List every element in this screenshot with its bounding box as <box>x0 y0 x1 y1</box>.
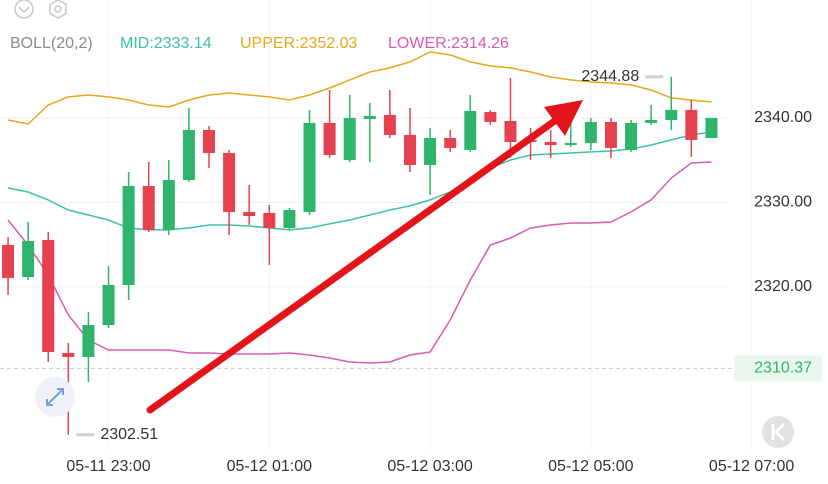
candle-body <box>544 141 557 146</box>
x-tick-label: 05-12 01:00 <box>227 458 313 475</box>
candle-body <box>444 138 457 148</box>
candle-layer <box>2 76 718 435</box>
last-price-label: 2310.37 <box>754 360 812 377</box>
candle-body <box>564 142 577 146</box>
last-price-tag <box>734 355 822 382</box>
candle-body <box>363 115 376 119</box>
candle-body <box>162 180 175 230</box>
candle-body <box>464 110 477 150</box>
legend-lower: LOWER:2314.26 <box>388 35 509 52</box>
candle-body <box>705 117 718 138</box>
y-tick-label: 2320.00 <box>754 278 812 295</box>
x-tick-label: 05-12 03:00 <box>387 458 473 475</box>
candle-body <box>584 121 597 143</box>
low-label: 2302.51 <box>100 426 158 443</box>
candle-body <box>223 152 236 212</box>
legend-mid: MID:2333.14 <box>120 35 212 52</box>
candle-body <box>484 111 497 122</box>
collapse-icon[interactable] <box>14 0 34 19</box>
settings-dot <box>54 5 62 13</box>
x-tick-label: 05-11 23:00 <box>66 458 150 475</box>
candle-body <box>303 122 316 212</box>
candle-body <box>203 129 216 153</box>
candle-body <box>665 109 678 120</box>
candle-body <box>2 244 15 278</box>
candle-body <box>685 109 698 140</box>
candle-body <box>504 121 517 142</box>
candle-body <box>263 212 276 228</box>
scroll-latest-glyph <box>771 422 786 442</box>
candle-body <box>383 114 396 135</box>
collapse-chevron <box>18 6 30 14</box>
candle-body <box>343 117 356 160</box>
candle-body <box>22 241 35 278</box>
candle-body <box>142 186 155 230</box>
candle-body <box>283 210 296 228</box>
candle-body <box>403 134 416 165</box>
y-tick-label: 2330.00 <box>754 194 812 211</box>
candle-body <box>182 129 195 180</box>
candle-body <box>82 325 95 357</box>
annotation-arrow <box>146 116 560 414</box>
indicator-name: BOLL(20,2) <box>10 35 93 52</box>
candle-body <box>102 284 115 326</box>
arrow-head <box>544 100 583 136</box>
expand-glyph <box>46 388 64 406</box>
candle-body <box>323 122 336 155</box>
band-line <box>7 161 712 364</box>
candle-body <box>424 138 437 165</box>
settings-icon[interactable] <box>49 0 67 19</box>
legend-upper: UPPER:2352.03 <box>240 35 358 52</box>
x-tick-label: 05-12 05:00 <box>548 458 634 475</box>
candle-body <box>604 121 617 148</box>
candle-body <box>62 352 75 357</box>
candle-body <box>243 211 256 216</box>
high-label: 2344.88 <box>581 68 639 85</box>
y-tick-label: 2340.00 <box>754 109 812 126</box>
candle-body <box>625 122 638 150</box>
x-tick-label: 05-12 07:00 <box>709 458 795 475</box>
candle-body <box>42 240 55 352</box>
candle-body <box>122 186 135 285</box>
candle-body <box>645 120 658 123</box>
band-line <box>7 51 712 125</box>
